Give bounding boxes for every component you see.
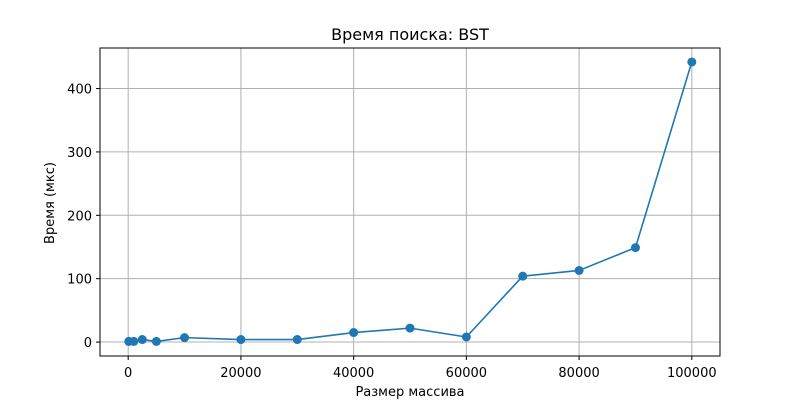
y-tick-label: 0: [84, 336, 92, 351]
grid: [100, 48, 720, 356]
x-tick-label: 60000: [446, 366, 487, 381]
data-point: [137, 335, 147, 345]
series-line: [128, 61, 693, 343]
ticks: 0 20000 40000 60000 80000 100000 0 100 200 300 400: [67, 83, 716, 381]
series-layer: [124, 57, 697, 346]
data-point: [180, 333, 190, 343]
data-point: [405, 323, 415, 333]
x-tick-label: 40000: [333, 366, 374, 381]
data-point: [518, 271, 528, 281]
chart-title: Время поиска: BST: [331, 25, 489, 44]
data-point: [236, 335, 246, 345]
data-point: [574, 265, 584, 275]
y-tick-label: 100: [67, 273, 92, 288]
data-point: [461, 332, 471, 342]
y-tick-label: 200: [67, 209, 92, 224]
data-point: [292, 335, 302, 345]
data-point: [630, 243, 640, 253]
x-tick-label: 0: [124, 366, 132, 381]
y-axis-label: Время (мкс): [43, 162, 58, 244]
x-axis-label: Размер массива: [355, 385, 464, 400]
x-tick-label: 100000: [667, 366, 717, 381]
data-point: [151, 336, 161, 346]
plot-frame: [99, 47, 721, 357]
data-point: [687, 57, 697, 67]
y-tick-label: 300: [67, 146, 92, 161]
y-tick-label: 400: [67, 83, 92, 98]
x-tick-label: 20000: [220, 366, 261, 381]
x-tick-label: 80000: [558, 366, 599, 381]
data-point: [349, 328, 359, 338]
data-point: [129, 336, 139, 346]
